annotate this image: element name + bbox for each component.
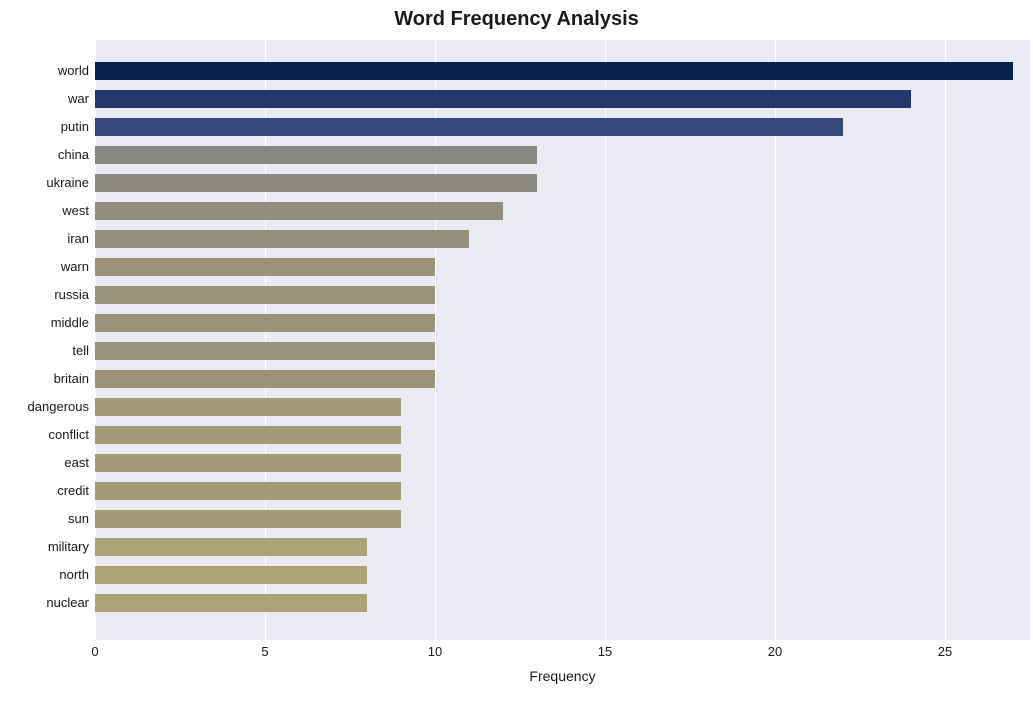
bar <box>95 118 843 136</box>
y-tick-label: iran <box>0 230 89 248</box>
y-tick-label: credit <box>0 482 89 500</box>
y-tick-label: britain <box>0 370 89 388</box>
bar <box>95 454 401 472</box>
bar <box>95 398 401 416</box>
bar <box>95 174 537 192</box>
y-tick-label: dangerous <box>0 398 89 416</box>
y-tick-label: conflict <box>0 426 89 444</box>
y-tick-label: putin <box>0 118 89 136</box>
plot-area <box>95 40 1030 640</box>
y-tick-label: middle <box>0 314 89 332</box>
y-tick-label: russia <box>0 286 89 304</box>
bar <box>95 566 367 584</box>
chart-container: Word Frequency Analysis world war putin chi… <box>0 0 1033 701</box>
y-tick-label: military <box>0 538 89 556</box>
y-tick-label: war <box>0 90 89 108</box>
x-axis-ticks: 0510152025 <box>95 640 1030 660</box>
y-tick-label: world <box>0 62 89 80</box>
bar <box>95 62 1013 80</box>
bar <box>95 538 367 556</box>
chart-title: Word Frequency Analysis <box>0 8 1033 31</box>
x-axis-label: Frequency <box>95 668 1030 684</box>
y-tick-label: nuclear <box>0 594 89 612</box>
bar <box>95 146 537 164</box>
x-tick-label: 20 <box>768 644 782 659</box>
bar <box>95 594 367 612</box>
y-tick-label: west <box>0 202 89 220</box>
x-tick-label: 10 <box>428 644 442 659</box>
bar <box>95 342 435 360</box>
bar <box>95 426 401 444</box>
x-tick-label: 5 <box>261 644 268 659</box>
y-tick-label: tell <box>0 342 89 360</box>
x-tick-label: 0 <box>91 644 98 659</box>
y-tick-label: warn <box>0 258 89 276</box>
y-tick-label: sun <box>0 510 89 528</box>
y-axis-labels: world war putin china ukraine west iran warn rus… <box>0 40 95 640</box>
bar <box>95 202 503 220</box>
y-tick-label: ukraine <box>0 174 89 192</box>
y-tick-label: east <box>0 454 89 472</box>
bar <box>95 90 911 108</box>
bar <box>95 230 469 248</box>
y-tick-label: china <box>0 146 89 164</box>
bar <box>95 258 435 276</box>
x-tick-label: 15 <box>598 644 612 659</box>
bar <box>95 314 435 332</box>
x-tick-label: 25 <box>938 644 952 659</box>
bar <box>95 370 435 388</box>
bar <box>95 286 435 304</box>
bar <box>95 482 401 500</box>
grid-line <box>945 40 946 640</box>
y-tick-label: north <box>0 566 89 584</box>
bar <box>95 510 401 528</box>
